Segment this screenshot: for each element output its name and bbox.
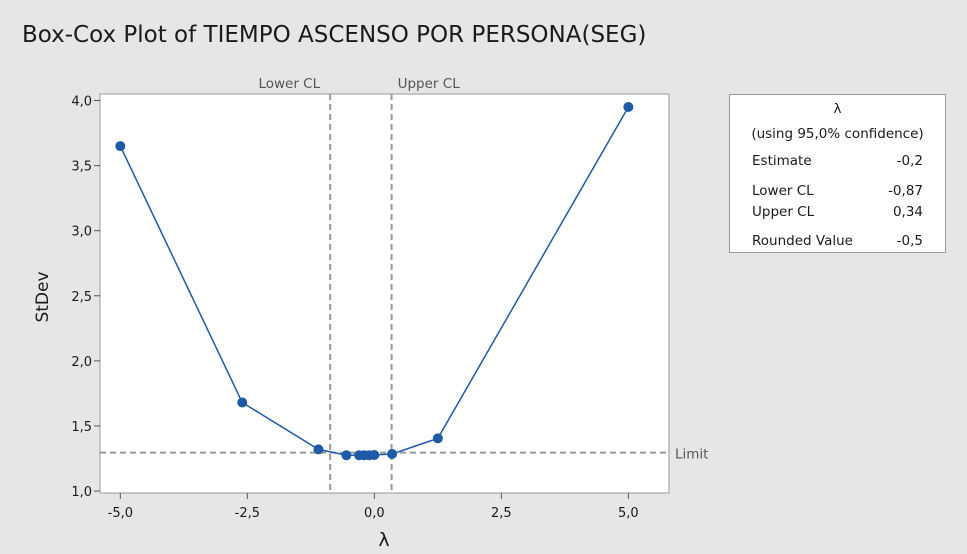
data-point (369, 449, 380, 460)
y-tick-label: 1,5 (71, 420, 92, 435)
x-tick-label: 5,0 (618, 506, 639, 521)
lower-cl-label: Lower CL (258, 76, 320, 92)
x-tick-label: 2,5 (491, 506, 512, 521)
stats-label-rounded: Rounded Value (752, 233, 853, 249)
data-point (115, 141, 126, 152)
data-point (387, 448, 398, 459)
y-tick-label: 1,0 (71, 485, 92, 500)
plot-area (99, 93, 670, 494)
y-tick-label: 2,0 (71, 355, 92, 370)
stats-value-rounded: -0,5 (896, 233, 923, 249)
data-point (623, 102, 634, 113)
data-point (341, 450, 352, 461)
data-point (237, 397, 248, 408)
stats-label-estimate: Estimate (752, 153, 812, 169)
y-tick-label: 3,5 (71, 160, 92, 175)
y-tick-label: 4,0 (71, 95, 92, 110)
stats-box: λ (using 95,0% confidence) Estimate -0,2… (729, 94, 946, 253)
y-tick-label: 2,5 (71, 290, 92, 305)
limit-label: Limit (675, 447, 708, 463)
y-axis-label: StDev (33, 271, 53, 322)
stats-value-lower-cl: -0,87 (888, 183, 923, 199)
chart-title: Box-Cox Plot of TIEMPO ASCENSO POR PERSO… (22, 22, 647, 48)
stats-value-upper-cl: 0,34 (892, 204, 923, 220)
x-axis-label: λ (378, 529, 389, 551)
data-point (313, 444, 324, 455)
x-tick-label: -2,5 (235, 506, 260, 521)
x-tick-label: 0,0 (364, 506, 385, 521)
stats-label-upper-cl: Upper CL (752, 204, 815, 220)
x-tick-label: -5,0 (108, 506, 133, 521)
data-point (432, 433, 443, 444)
stats-label-lower-cl: Lower CL (752, 183, 814, 199)
upper-cl-label: Upper CL (398, 76, 461, 92)
y-tick-label: 3,0 (71, 225, 92, 240)
stats-subheader: (using 95,0% confidence) (751, 126, 924, 142)
stats-header: λ (833, 101, 842, 117)
stats-value-estimate: -0,2 (896, 153, 923, 169)
